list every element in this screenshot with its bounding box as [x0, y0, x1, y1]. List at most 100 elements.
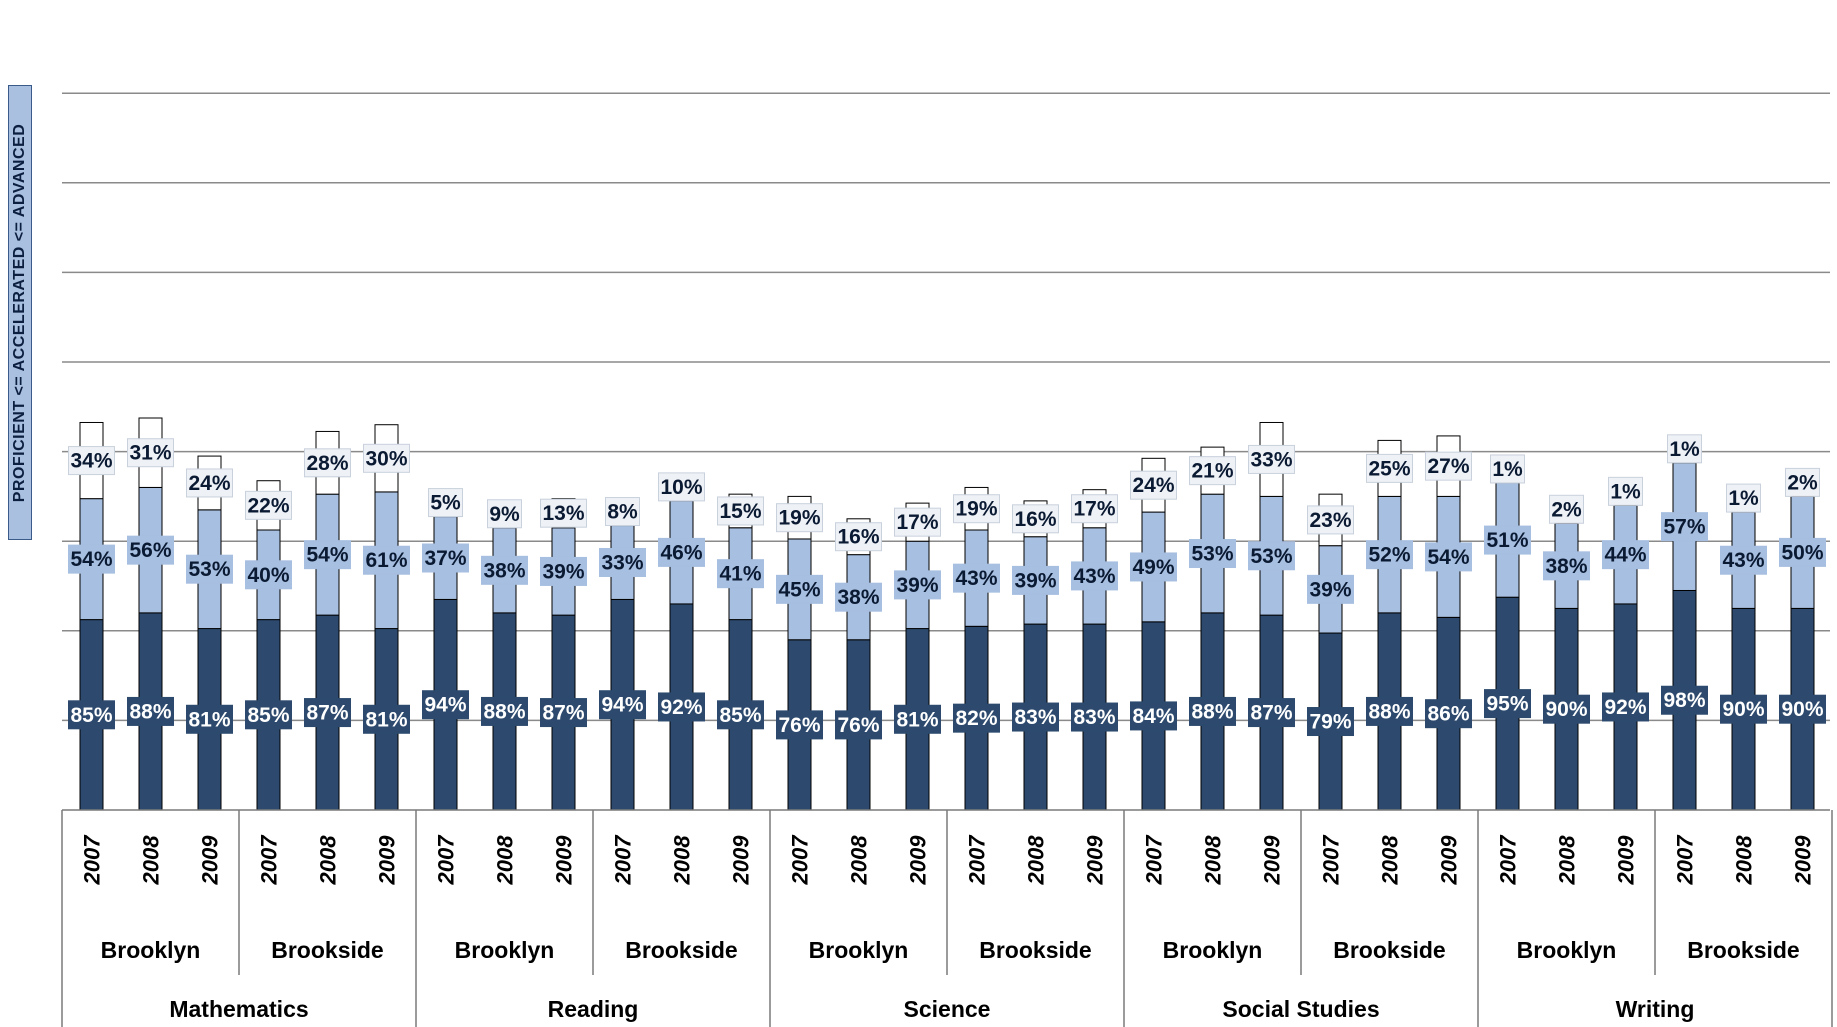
- data-label-advanced-box: [1366, 453, 1413, 483]
- data-label-proficient-box: [363, 704, 410, 734]
- data-label-advanced-box: [776, 503, 823, 533]
- data-label-proficient-box: [245, 700, 292, 730]
- x-tick-school: Brooklyn: [455, 937, 555, 963]
- data-label-accelerated: 33%: [601, 551, 643, 574]
- x-tick-year: 2008: [316, 835, 341, 886]
- data-label-proficient-box: [1602, 692, 1649, 722]
- x-tick-year: 2007: [1142, 834, 1167, 886]
- data-label-accelerated: 38%: [837, 586, 879, 609]
- data-label-proficient-box: [1012, 702, 1059, 732]
- data-label-proficient-box: [1307, 707, 1354, 737]
- data-label-accelerated: 53%: [1191, 543, 1233, 566]
- data-label-advanced-box: [363, 443, 410, 473]
- data-label-advanced-box: [428, 488, 463, 518]
- data-label-accelerated: 38%: [1545, 555, 1587, 578]
- data-label-advanced-box: [1012, 504, 1059, 534]
- x-tick-subject: Science: [904, 996, 991, 1022]
- x-tick-year: 2008: [1201, 835, 1226, 886]
- data-label-advanced: 5%: [430, 492, 461, 515]
- x-tick-school: Brookside: [625, 937, 737, 963]
- data-label-advanced-box: [835, 522, 882, 552]
- data-label-advanced: 2%: [1787, 471, 1818, 494]
- data-label-proficient-box: [658, 692, 705, 722]
- data-label-accelerated-box: [1130, 552, 1177, 582]
- data-label-accelerated-box: [363, 545, 410, 575]
- x-tick-year: 2007: [80, 834, 105, 886]
- data-label-accelerated-box: [599, 547, 646, 577]
- data-label-accelerated: 43%: [1722, 549, 1764, 572]
- x-tick-year: 2009: [375, 835, 400, 886]
- x-tick-year: 2007: [1496, 834, 1521, 886]
- data-label-advanced-box: [1189, 456, 1236, 486]
- data-label-proficient-box: [1189, 696, 1236, 726]
- data-label-advanced: 1%: [1728, 487, 1759, 510]
- data-label-advanced: 27%: [1427, 455, 1469, 478]
- x-tick-school: Brookside: [979, 937, 1091, 963]
- data-label-advanced: 16%: [837, 526, 879, 549]
- data-label-accelerated-box: [1484, 525, 1531, 555]
- data-label-accelerated: 43%: [1073, 565, 1115, 588]
- x-tick-school: Brooklyn: [101, 937, 201, 963]
- data-label-proficient: 81%: [188, 708, 230, 731]
- data-label-proficient: 83%: [1073, 706, 1115, 729]
- data-label-proficient-box: [1543, 694, 1590, 724]
- data-label-accelerated-box: [776, 574, 823, 604]
- data-label-advanced-box: [953, 494, 1000, 524]
- x-tick-year: 2009: [198, 835, 223, 886]
- data-label-advanced: 17%: [896, 511, 938, 534]
- data-label-proficient-box: [1779, 694, 1826, 724]
- x-tick-year: 2008: [847, 835, 872, 886]
- data-label-proficient-box: [1071, 702, 1118, 732]
- data-label-accelerated-box: [835, 582, 882, 612]
- data-label-proficient: 81%: [365, 708, 407, 731]
- data-label-accelerated-box: [127, 535, 174, 565]
- data-label-accelerated-box: [1248, 541, 1295, 571]
- x-tick-year: 2009: [1614, 835, 1639, 886]
- data-label-proficient-box: [776, 710, 823, 740]
- data-label-accelerated: 45%: [778, 578, 820, 601]
- data-label-proficient: 90%: [1722, 698, 1764, 721]
- data-label-accelerated: 52%: [1368, 544, 1410, 567]
- x-tick-year: 2008: [493, 835, 518, 886]
- data-label-accelerated-box: [894, 570, 941, 600]
- data-label-accelerated-box: [186, 554, 233, 584]
- data-label-advanced: 31%: [129, 442, 171, 465]
- data-label-accelerated-box: [1602, 540, 1649, 570]
- x-tick-year: 2007: [257, 834, 282, 886]
- data-label-advanced: 17%: [1073, 498, 1115, 521]
- data-label-advanced-box: [894, 507, 941, 537]
- data-label-proficient: 94%: [601, 694, 643, 717]
- data-label-advanced-box: [1130, 470, 1177, 500]
- data-label-proficient: 76%: [778, 714, 820, 737]
- data-label-accelerated-box: [953, 563, 1000, 593]
- data-label-advanced-box: [1608, 476, 1643, 506]
- data-label-advanced-box: [1785, 467, 1820, 497]
- data-label-advanced: 1%: [1610, 480, 1641, 503]
- data-label-proficient: 88%: [1368, 700, 1410, 723]
- x-tick-school: Brooklyn: [809, 937, 909, 963]
- data-label-accelerated-box: [1543, 551, 1590, 581]
- data-label-accelerated: 53%: [1250, 545, 1292, 568]
- x-tick-year: 2008: [139, 835, 164, 886]
- data-label-accelerated-box: [304, 540, 351, 570]
- data-label-advanced-box: [1307, 505, 1354, 535]
- data-label-proficient-box: [599, 690, 646, 720]
- data-label-advanced: 2%: [1551, 498, 1582, 521]
- data-label-accelerated: 56%: [129, 539, 171, 562]
- data-label-proficient-box: [481, 696, 528, 726]
- data-label-advanced: 22%: [247, 494, 289, 517]
- data-label-accelerated: 49%: [1132, 556, 1174, 579]
- data-label-proficient: 92%: [660, 696, 702, 719]
- data-label-accelerated-box: [68, 544, 115, 574]
- data-label-accelerated-box: [1189, 539, 1236, 569]
- x-tick-school: Brookside: [271, 937, 383, 963]
- data-label-proficient: 85%: [247, 704, 289, 727]
- data-label-accelerated-box: [1720, 545, 1767, 575]
- data-label-advanced-box: [1425, 451, 1472, 481]
- data-label-accelerated-box: [1366, 540, 1413, 570]
- data-label-proficient: 76%: [837, 714, 879, 737]
- data-label-accelerated-box: [1425, 542, 1472, 572]
- data-label-accelerated: 39%: [896, 574, 938, 597]
- data-label-advanced: 25%: [1368, 457, 1410, 480]
- data-label-advanced-box: [186, 468, 233, 498]
